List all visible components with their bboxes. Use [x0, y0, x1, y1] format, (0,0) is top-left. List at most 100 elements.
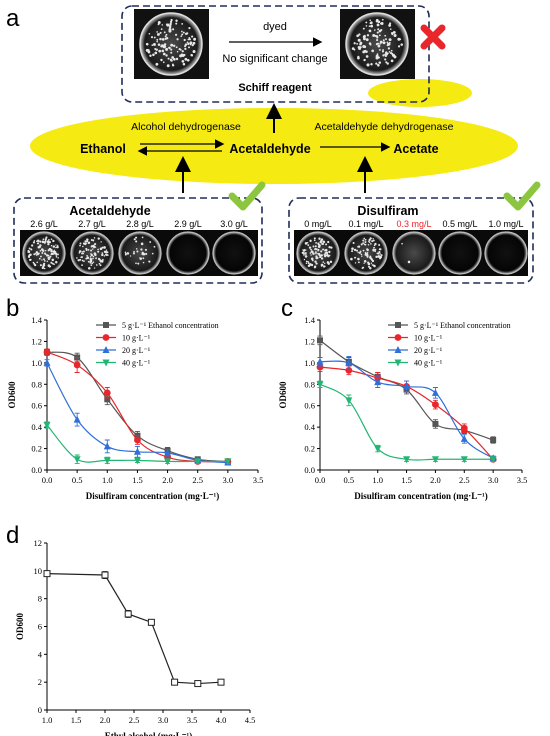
chart-b: 0.0 0.5 1.0 1.5 2.0 2.5 3.0 3.5 0.0 0.2 0.4 0.6 0.8 1… [7, 315, 263, 501]
colony-dot [33, 240, 36, 242]
colony-dot [363, 237, 365, 240]
colony-dot [387, 42, 391, 46]
data-point [73, 415, 81, 423]
colony-dot [79, 242, 82, 245]
data-point [394, 346, 402, 353]
colony-dot [161, 38, 165, 41]
colony-dot [105, 254, 108, 256]
colony-dot [379, 43, 381, 45]
colony-dot [55, 256, 58, 258]
colony-dot [92, 248, 94, 250]
colony-dot [356, 42, 359, 45]
colony-dot [307, 260, 309, 263]
y-tick-label: 4 [38, 649, 43, 659]
colony-dot [151, 252, 154, 255]
colony-dot [389, 22, 392, 25]
colony-dot [50, 261, 53, 264]
colony-dot [170, 48, 173, 51]
y-tick-label: 0.6 [31, 401, 42, 411]
colony-dot [329, 260, 333, 264]
colony-dot [318, 237, 321, 240]
colony-dot [87, 266, 91, 270]
colony-dot [57, 257, 59, 259]
acetaldehyde-dehydrogenase-label: Acetaldehyde dehydrogenase [315, 121, 454, 133]
colony-dot [27, 255, 30, 257]
colony-dot [369, 267, 372, 270]
colony-dot [162, 61, 165, 64]
colony-dot [358, 261, 360, 264]
colony-dot [191, 54, 194, 57]
colony-dot [372, 248, 375, 252]
chart-d: 1.0 1.5 2.0 2.5 3.0 3.5 4.0 4.5 0 2 4 6 8 10 12 Ethyl a… [15, 538, 255, 736]
colony-dot [327, 240, 330, 244]
colony-dot [350, 257, 353, 261]
colony-dot [318, 244, 321, 247]
legend-label: 5 g·L⁻¹ Ethanol concentration [122, 321, 219, 330]
colony-dot [328, 246, 331, 249]
colony-dot [90, 264, 93, 266]
y-tick-label: 1.0 [31, 358, 42, 368]
colony-dot [126, 252, 130, 255]
y-axis-label: OD600 [15, 613, 25, 641]
colony-dot [313, 237, 316, 240]
colony-dot [97, 250, 100, 253]
plate-concentration-label: 0.3 mg/L [396, 219, 431, 229]
series-2 [316, 355, 497, 462]
colony-dot [47, 254, 50, 257]
colony-dot [89, 259, 93, 263]
colony-dot [89, 261, 92, 264]
colony-dot [92, 244, 95, 248]
data-point [316, 381, 324, 389]
y-axis-label: OD600 [278, 381, 288, 409]
acetate-label: Acetate [393, 142, 438, 156]
colony-dot [171, 56, 175, 59]
colony-dot [310, 248, 312, 251]
colony-dot [144, 248, 148, 251]
data-point [73, 361, 81, 369]
colony-dot [188, 46, 191, 49]
x-tick-label: 0.0 [315, 475, 326, 485]
x-tick-label: 4.5 [245, 715, 256, 725]
colony-dot [86, 238, 89, 241]
colony-dot [166, 23, 170, 27]
colony-dot [48, 247, 52, 251]
y-tick-label: 8 [38, 594, 42, 604]
colony-dot [168, 28, 172, 32]
colony-dot [79, 258, 82, 261]
colony-dot [104, 250, 108, 254]
data-point [224, 458, 232, 466]
x-tick-label: 2.0 [100, 715, 111, 725]
colony-dot [316, 248, 318, 250]
colony-dot [161, 49, 165, 53]
colony-dot [99, 247, 103, 251]
colony-dot [147, 50, 151, 54]
colony-dot [378, 29, 382, 33]
culture-plate [344, 231, 388, 275]
colony-dot [352, 241, 355, 244]
colony-dot [192, 41, 196, 45]
colony-dot [81, 251, 84, 253]
colony-dot [44, 241, 47, 244]
colony-dot [303, 258, 306, 261]
data-point [43, 358, 51, 366]
panel-d-letter: d [6, 522, 19, 549]
colony-dot [39, 240, 42, 243]
colony-dot [378, 250, 381, 254]
colony-dot [164, 37, 167, 40]
colony-dot [316, 257, 319, 259]
colony-dot [28, 247, 31, 250]
x-tick-label: 2.5 [459, 475, 470, 485]
y-tick-label: 0.8 [304, 379, 315, 389]
colony-dot [175, 19, 178, 22]
colony-dot [41, 266, 44, 270]
x-tick-label: 0.0 [42, 475, 53, 485]
data-point [403, 382, 411, 390]
y-tick-label: 0.2 [31, 444, 42, 454]
colony-dot [57, 253, 59, 256]
colony-dot [312, 245, 315, 248]
colony-dot [351, 250, 354, 253]
colony-dot [84, 243, 87, 246]
colony-dot [370, 262, 373, 264]
colony-dot [376, 35, 379, 38]
colony-dot [165, 54, 168, 57]
